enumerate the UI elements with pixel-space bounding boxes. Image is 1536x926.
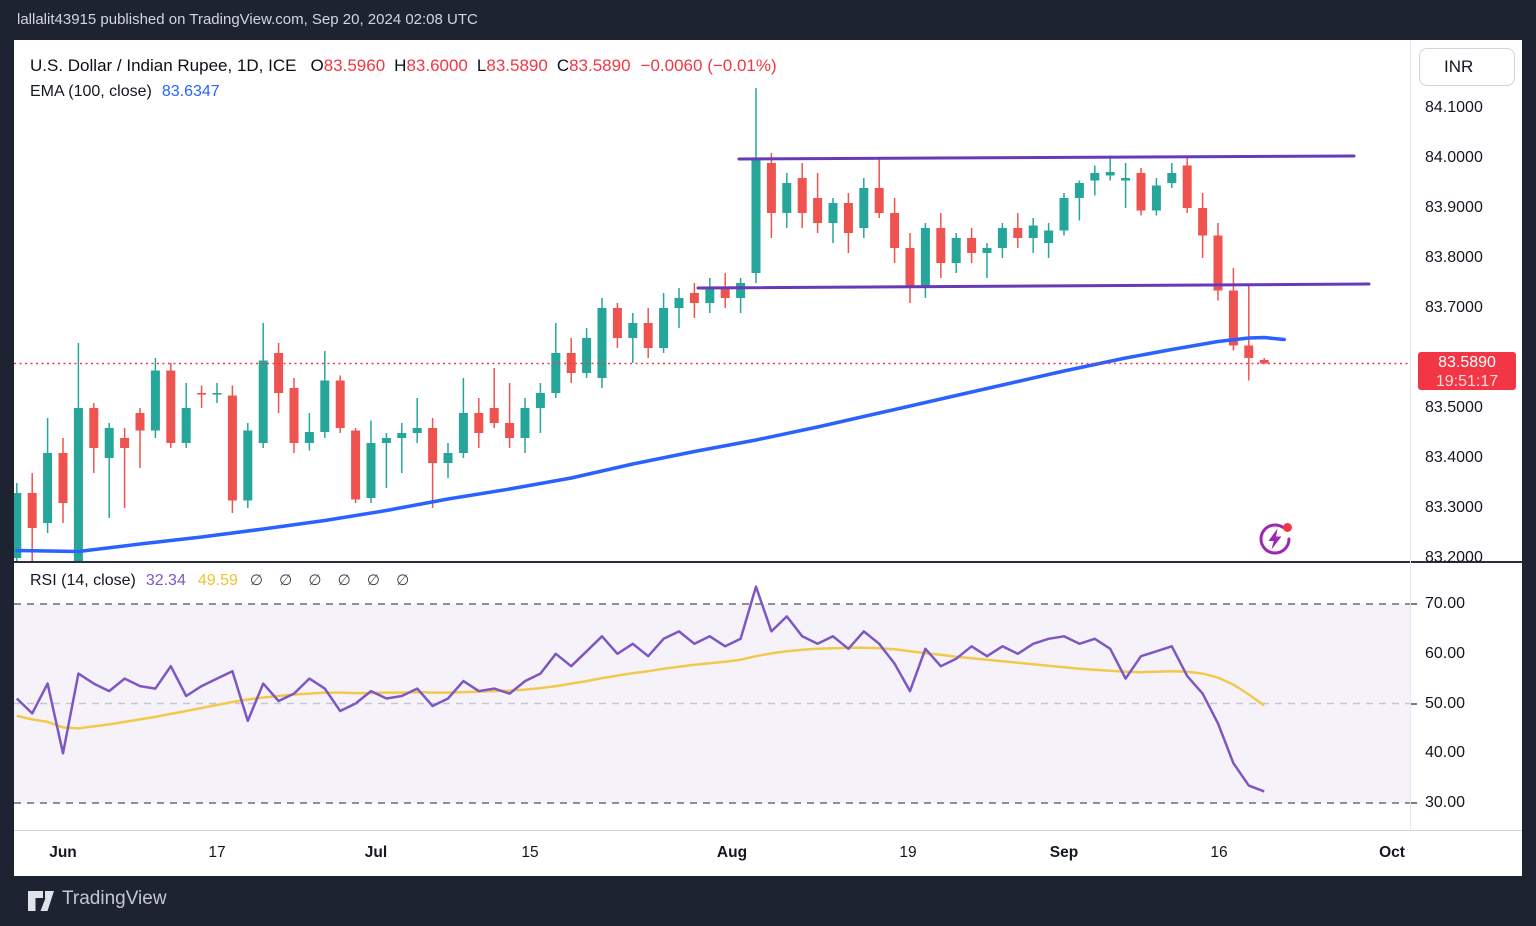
currency-button[interactable]: INR [1419, 48, 1515, 86]
open-value: 83.5960 [323, 56, 386, 75]
rsi-label[interactable]: RSI (14, close) [30, 572, 136, 589]
time-axis-label-17: 17 [208, 844, 226, 861]
time-scale-axis[interactable]: Jun 17 Jul 15 Aug 19 Sep 16 Oct [14, 830, 1522, 876]
symbol-legend: U.S. Dollar / Indian Rupee, 1D, ICE O83.5… [30, 53, 777, 104]
time-axis-label-jun: Jun [49, 844, 77, 861]
price-axis-label: 83.2000 [1425, 549, 1483, 566]
high-value: 83.6000 [406, 56, 468, 75]
price-axis-label: 84.1000 [1425, 99, 1483, 116]
rsi-axis-label: 60.00 [1425, 644, 1466, 662]
time-axis-label-15: 15 [521, 844, 539, 861]
publish-info-text: lallalit43915 published on TradingView.c… [17, 11, 478, 28]
symbol-title[interactable]: U.S. Dollar / Indian Rupee, 1D, ICE [30, 56, 297, 75]
price-scale-axis[interactable]: INR 84.1000 84.0000 83.9000 83.8000 83.7000 8… [1410, 40, 1522, 830]
time-axis-label-19: 19 [899, 844, 917, 861]
time-axis-label-oct: Oct [1379, 844, 1405, 861]
rsi-axis-label: 40.00 [1425, 744, 1466, 762]
time-axis-label-16: 16 [1210, 844, 1228, 861]
trendline-support [696, 282, 1371, 290]
price-axis-label: 83.4000 [1425, 449, 1483, 466]
trendline-resistance [737, 154, 1356, 161]
price-axis-label: 84.0000 [1425, 149, 1483, 166]
rsi-line [15, 585, 1265, 793]
rsi-axis-tick [1411, 702, 1417, 705]
time-axis-label-aug: Aug [716, 844, 748, 861]
rsi-axis-label: 70.00 [1425, 595, 1466, 612]
rsi-axis-tick [1411, 603, 1417, 605]
last-price-value: 83.5890 [1438, 354, 1496, 371]
ema-legend-row: EMA (100, close) 83.6347 [30, 79, 777, 104]
price-axis-label: 83.8000 [1425, 249, 1483, 266]
time-axis-label-sep: Sep [1049, 844, 1079, 861]
price-axis-label: 83.5000 [1425, 399, 1483, 416]
price-axis-label: 83.9000 [1425, 199, 1483, 216]
rsi-value: 32.34 [145, 572, 186, 589]
ema-value: 83.6347 [161, 83, 220, 100]
time-axis-label-jul: Jul [364, 844, 388, 861]
candles-series [14, 88, 1269, 561]
price-axis-label: 83.7000 [1425, 299, 1483, 316]
rsi-legend-row: RSI (14, close) 32.34 49.59 ∅ ∅ ∅ ∅ ∅ ∅ [30, 571, 415, 590]
rsi-axis-label: 30.00 [1425, 794, 1466, 811]
pane-divider-handle[interactable] [14, 561, 1522, 563]
flash-boost-glyph [1259, 523, 1292, 555]
close-label: C [556, 56, 570, 75]
chart-surface: U.S. Dollar / Indian Rupee, 1D, ICE O83.5… [14, 40, 1522, 876]
price-axis-label: 83.3000 [1425, 499, 1483, 516]
change-value: −0.0060 (−0.01%) [640, 56, 777, 75]
rsi-empty-slots: ∅ ∅ ∅ ∅ ∅ ∅ [249, 572, 416, 589]
low-value: 83.5890 [486, 56, 548, 75]
rsi-axis-label: 50.00 [1425, 694, 1466, 712]
bar-countdown: 19:51:17 [1435, 373, 1499, 390]
rsi-pane-canvas[interactable] [14, 563, 1410, 830]
high-label: H [394, 56, 407, 75]
tradingview-logo-icon[interactable] [27, 889, 55, 913]
ema-label[interactable]: EMA (100, close) [30, 83, 152, 100]
tradingview-brand-text[interactable]: TradingView [62, 888, 167, 909]
footer-bar: TradingView [0, 876, 1536, 926]
publish-info-bar: lallalit43915 published on TradingView.c… [0, 0, 1536, 40]
rsi-axis-tick [1411, 802, 1417, 804]
price-chart-canvas[interactable] [14, 40, 1410, 561]
ohlc-row: U.S. Dollar / Indian Rupee, 1D, ICE O83.5… [30, 53, 777, 79]
last-price-badge[interactable]: 83.5890 19:51:17 [1418, 352, 1516, 390]
low-label: L [476, 56, 487, 75]
rsi-ma-line [16, 646, 1265, 730]
rsi-ma-value: 49.59 [197, 572, 238, 589]
ema-line [15, 335, 1286, 554]
close-value: 83.5890 [569, 56, 631, 75]
flash-boost-icon[interactable] [1256, 520, 1294, 558]
open-label: O [310, 56, 324, 75]
